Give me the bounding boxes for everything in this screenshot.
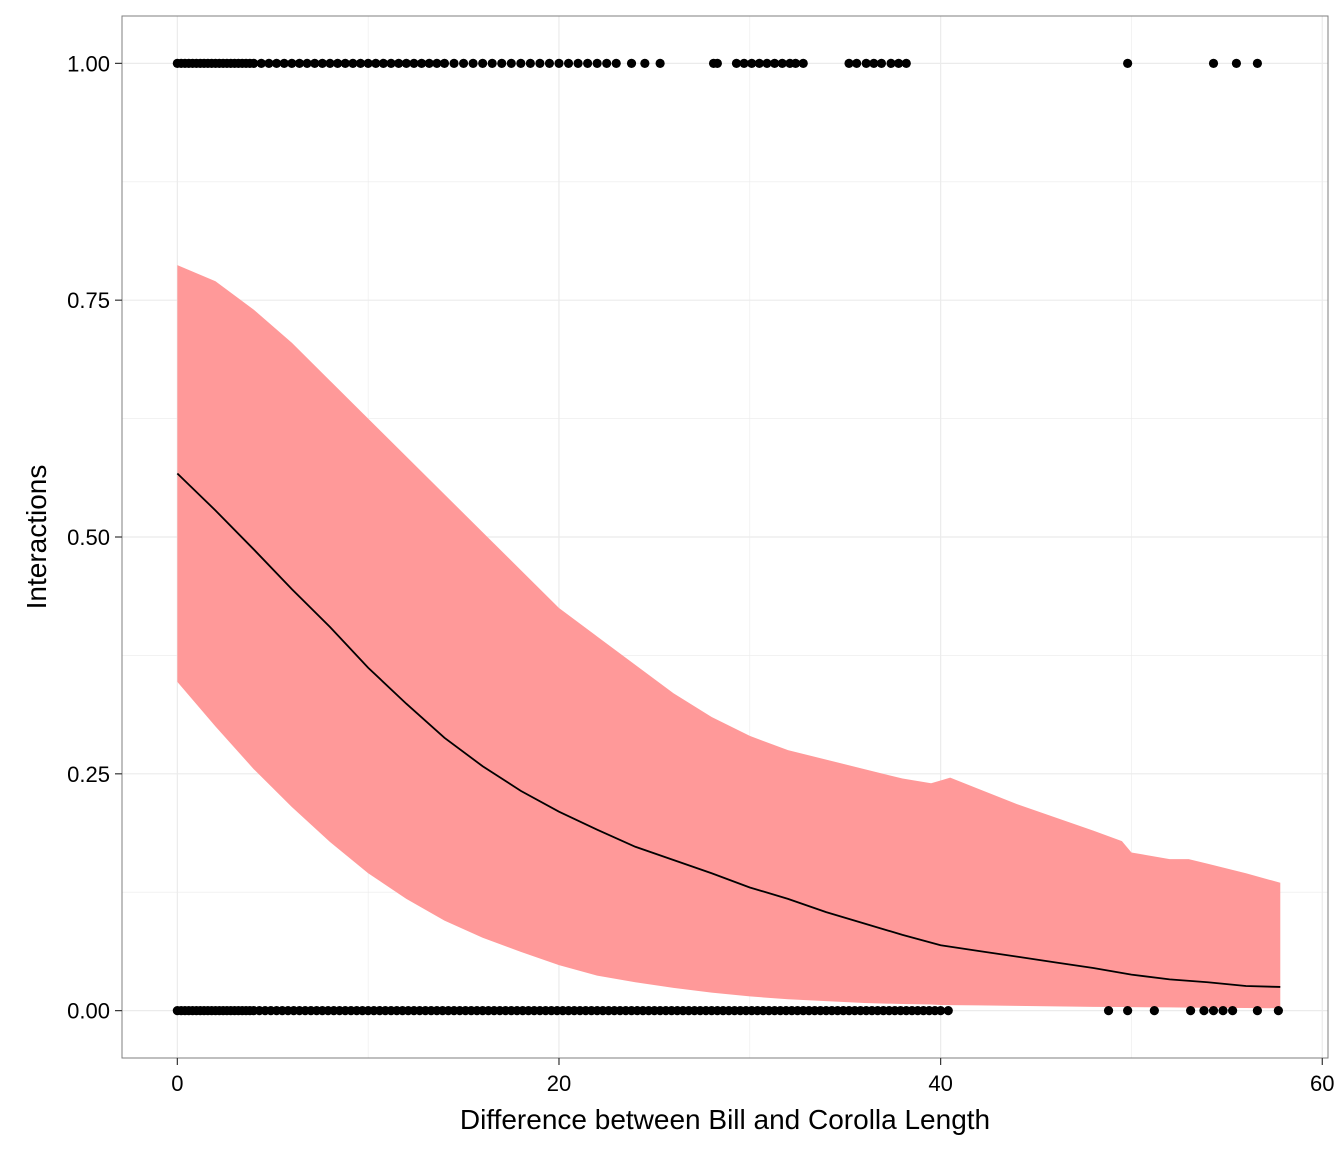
data-point-interaction bbox=[901, 58, 911, 68]
y-tick-label: 0.25 bbox=[67, 762, 110, 787]
data-point-no-interaction bbox=[1227, 1006, 1238, 1016]
y-tick-label: 0.00 bbox=[67, 999, 110, 1024]
data-point-interaction bbox=[449, 58, 459, 68]
data-point-interaction bbox=[256, 58, 266, 68]
data-point-interaction bbox=[554, 58, 564, 68]
data-point-interaction bbox=[249, 58, 259, 68]
data-point-interaction bbox=[497, 58, 507, 68]
data-point-interaction bbox=[416, 58, 427, 68]
data-point-interaction bbox=[401, 58, 411, 68]
x-tick-label: 60 bbox=[1310, 1071, 1334, 1096]
data-point-no-interaction bbox=[1218, 1006, 1228, 1016]
data-point-interaction bbox=[458, 58, 469, 68]
data-point-interaction bbox=[655, 58, 665, 68]
data-point-interaction bbox=[894, 58, 904, 68]
data-point-interaction bbox=[754, 58, 764, 68]
data-point-interaction bbox=[791, 58, 801, 68]
data-point-interaction bbox=[516, 58, 526, 68]
data-point-interaction bbox=[777, 58, 787, 68]
data-point-interaction bbox=[310, 58, 320, 68]
data-point-no-interaction bbox=[936, 1006, 946, 1016]
data-points-layer bbox=[172, 58, 1283, 1016]
data-point-interaction bbox=[731, 58, 742, 68]
data-point-no-interaction bbox=[1252, 1006, 1262, 1016]
confidence-ribbon-layer bbox=[177, 265, 1281, 1009]
data-point-interaction bbox=[468, 58, 478, 68]
data-point-interaction bbox=[487, 58, 497, 68]
data-point-interaction bbox=[439, 58, 450, 68]
data-point-interaction bbox=[1123, 58, 1133, 68]
data-point-no-interaction bbox=[1273, 1006, 1283, 1016]
data-point-interaction bbox=[798, 58, 808, 68]
data-point-interaction bbox=[264, 58, 274, 68]
data-point-no-interaction bbox=[1103, 1006, 1114, 1016]
data-point-interaction bbox=[626, 58, 637, 68]
data-point-interaction bbox=[747, 58, 757, 68]
x-tick-label: 40 bbox=[928, 1071, 952, 1096]
data-point-interaction bbox=[424, 58, 434, 68]
data-point-interaction bbox=[279, 58, 289, 68]
fitted-line bbox=[176, 472, 1281, 988]
data-point-interaction bbox=[294, 58, 305, 68]
data-point-interaction bbox=[583, 58, 593, 68]
data-point-interaction bbox=[325, 58, 335, 68]
data-point-interaction bbox=[355, 58, 366, 68]
data-point-interaction bbox=[852, 58, 862, 68]
data-point-interaction bbox=[525, 58, 535, 68]
data-point-interaction bbox=[371, 58, 381, 68]
data-point-interaction bbox=[340, 58, 350, 68]
fitted-line-layer bbox=[176, 472, 1281, 988]
data-point-interaction bbox=[386, 58, 396, 68]
data-point-interaction bbox=[535, 58, 545, 68]
data-point-interaction bbox=[287, 58, 297, 68]
data-point-interaction bbox=[544, 58, 555, 68]
data-point-interaction bbox=[302, 58, 312, 68]
data-point-interaction bbox=[378, 58, 389, 68]
data-point-interaction bbox=[432, 58, 442, 68]
y-tick-label: 1.00 bbox=[67, 51, 110, 76]
data-point-interaction bbox=[333, 58, 343, 68]
data-point-interaction bbox=[1208, 58, 1219, 68]
data-point-interaction bbox=[762, 58, 772, 68]
data-point-interaction bbox=[573, 58, 583, 68]
data-point-no-interaction bbox=[1208, 1006, 1219, 1016]
data-point-interaction bbox=[886, 58, 896, 68]
x-axis-title: Difference between Bill and Corolla Leng… bbox=[460, 1104, 990, 1135]
data-point-interaction bbox=[478, 58, 488, 68]
data-point-interaction bbox=[611, 58, 621, 68]
data-point-interaction bbox=[869, 58, 879, 68]
data-point-interaction bbox=[640, 58, 650, 68]
axis-ticks: 0 20 40 60 0.00 0.25 0.50 0.75 1.00 bbox=[67, 51, 1334, 1096]
data-point-no-interaction bbox=[1186, 1006, 1196, 1016]
data-point-interaction bbox=[317, 58, 327, 68]
data-point-interaction bbox=[876, 58, 887, 68]
data-point-interaction bbox=[409, 58, 419, 68]
data-point-interaction bbox=[861, 58, 871, 68]
data-point-interaction bbox=[739, 58, 749, 68]
data-point-interaction bbox=[363, 58, 373, 68]
data-point-no-interaction bbox=[1123, 1006, 1133, 1016]
data-point-no-interaction bbox=[1199, 1006, 1209, 1016]
data-point-interaction bbox=[844, 58, 854, 68]
y-tick-label: 0.50 bbox=[67, 525, 110, 550]
data-point-interaction bbox=[770, 58, 780, 68]
confidence-ribbon bbox=[177, 265, 1281, 1009]
x-tick-label: 0 bbox=[171, 1071, 183, 1096]
data-point-interaction bbox=[712, 58, 722, 68]
data-point-interaction bbox=[1231, 58, 1242, 68]
y-tick-label: 0.75 bbox=[67, 288, 110, 313]
data-point-interaction bbox=[394, 58, 404, 68]
y-axis-title: Interactions bbox=[21, 465, 52, 610]
data-point-interaction bbox=[602, 58, 612, 68]
data-point-no-interaction bbox=[1149, 1006, 1159, 1016]
data-point-interaction bbox=[1252, 58, 1262, 68]
data-point-interaction bbox=[348, 58, 358, 68]
data-point-interaction bbox=[592, 58, 602, 68]
data-point-no-interaction bbox=[943, 1006, 953, 1016]
data-point-interaction bbox=[563, 58, 574, 68]
data-point-interaction bbox=[271, 58, 282, 68]
x-tick-label: 20 bbox=[547, 1071, 571, 1096]
data-point-interaction bbox=[506, 58, 516, 68]
